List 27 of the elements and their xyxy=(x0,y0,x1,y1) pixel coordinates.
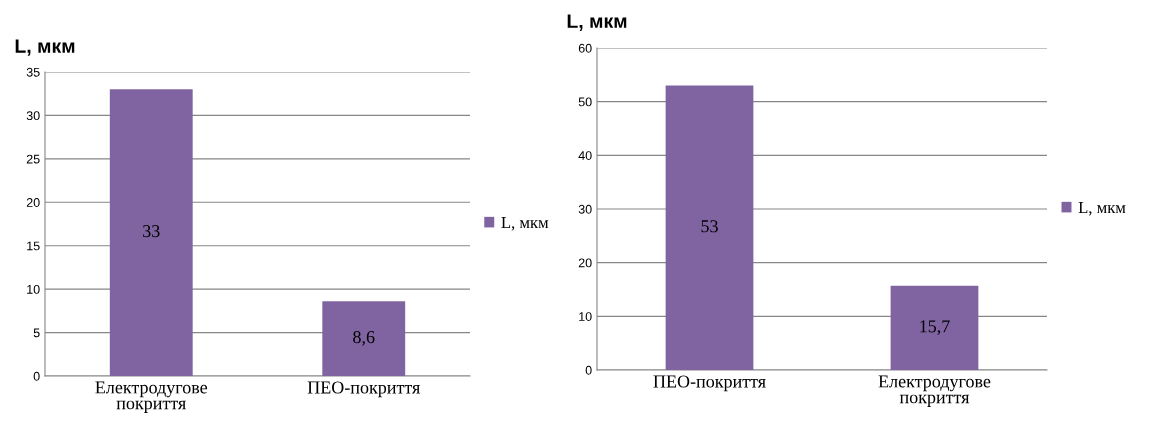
y-tick-label: 30 xyxy=(578,204,592,214)
data-label: 53 xyxy=(701,220,718,233)
x-tick-label: Електродугове покриття xyxy=(95,381,208,413)
y-tick-label: 35 xyxy=(26,67,40,77)
y-axis-title: L, мкм xyxy=(15,39,75,56)
y-tick-label: 0 xyxy=(585,365,592,375)
data-label: 15,7 xyxy=(920,320,950,335)
y-tick-label: 0 xyxy=(33,371,40,381)
y-tick-label: 20 xyxy=(578,258,592,268)
y-tick-label: 25 xyxy=(26,154,40,164)
y-tick-label: 60 xyxy=(578,43,592,53)
data-label: 33 xyxy=(143,225,160,238)
y-tick-label: 40 xyxy=(578,151,592,160)
y-tick-label: 50 xyxy=(578,97,592,107)
x-tick-label: ПЕО-покриття xyxy=(653,375,766,392)
y-tick-label: 30 xyxy=(26,111,40,121)
data-label: 8,6 xyxy=(353,330,375,346)
y-tick-label: 20 xyxy=(26,198,40,207)
x-tick-label: Електродугове покриття xyxy=(878,375,991,407)
y-tick-label: 10 xyxy=(27,284,40,294)
legend-label: L, мкм xyxy=(1078,202,1126,216)
y-tick-label: 15 xyxy=(27,241,40,251)
y-tick-label: 5 xyxy=(33,328,40,338)
legend-label: L, мкм xyxy=(501,217,549,231)
y-tick-label: 10 xyxy=(579,312,592,321)
x-tick-label: ПЕО-покриття xyxy=(307,381,420,398)
y-axis-title: L, мкм xyxy=(567,14,627,31)
